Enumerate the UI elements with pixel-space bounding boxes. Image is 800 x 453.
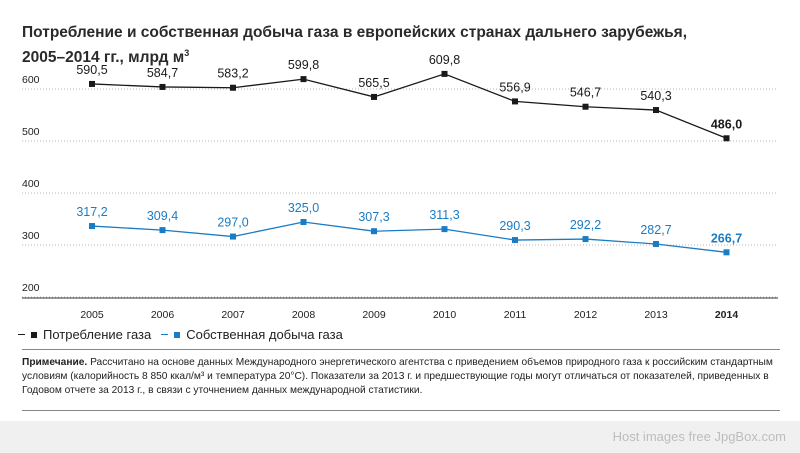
data-label: 583,2 xyxy=(217,67,248,81)
x-tick-label: 2007 xyxy=(221,309,245,321)
data-point xyxy=(653,240,659,247)
divider-bottom xyxy=(22,410,780,411)
footer-text: Host images free JpgBox.com xyxy=(612,429,786,444)
footnote-label: Примечание. xyxy=(22,357,88,368)
data-label: 486,0 xyxy=(711,117,742,131)
data-point xyxy=(582,103,589,110)
data-label: 290,3 xyxy=(499,219,530,233)
data-label: 546,7 xyxy=(570,86,601,100)
data-point xyxy=(723,249,730,256)
data-label: 307,3 xyxy=(358,210,389,224)
data-point xyxy=(159,83,166,90)
data-label: 584,7 xyxy=(147,66,178,80)
data-label: 540,3 xyxy=(640,89,671,103)
data-label: 599,8 xyxy=(288,58,319,72)
data-point xyxy=(371,93,377,100)
legend-dash-production xyxy=(161,333,169,336)
data-point xyxy=(159,227,166,234)
legend: Потребление газа Собственная добыча газа xyxy=(18,327,343,342)
data-point xyxy=(653,107,659,114)
legend-dash-consumption xyxy=(18,333,25,336)
legend-label-consumption: Потребление газа xyxy=(43,327,152,342)
legend-marker-production xyxy=(174,331,181,338)
series-line-1 xyxy=(91,221,727,253)
data-label: 565,5 xyxy=(358,76,389,90)
legend-marker-consumption xyxy=(31,331,37,338)
data-point xyxy=(512,237,518,244)
data-label: 311,3 xyxy=(429,208,459,222)
y-tick-label: 300 xyxy=(22,230,40,242)
data-point xyxy=(582,236,589,243)
data-point xyxy=(441,226,448,233)
x-tick-label: 2005 xyxy=(80,309,104,321)
x-tick-label: 2012 xyxy=(574,309,598,321)
data-point xyxy=(89,223,95,230)
data-point xyxy=(300,219,307,225)
title-line-2: 2005–2014 гг., млрд м xyxy=(22,49,185,67)
y-tick-label: 600 xyxy=(22,74,40,86)
line-chart: 600 500 400 300 200 2005 2006 2007 2008 2009 2010 2… xyxy=(22,53,778,321)
x-tick-label: 2006 xyxy=(151,309,175,321)
host-footer: Host images free JpgBox.com xyxy=(0,421,800,453)
x-tick-label: 2011 xyxy=(504,309,527,321)
data-label: 282,7 xyxy=(640,223,671,237)
footnote-text: Рассчитано на основе данных Международно… xyxy=(22,357,773,396)
data-point xyxy=(512,98,518,105)
data-label: 609,8 xyxy=(429,53,460,67)
x-tick-label: 2014 xyxy=(715,309,739,321)
data-label: 317,2 xyxy=(76,205,107,219)
data-point xyxy=(371,228,377,235)
x-tick-label: 2010 xyxy=(433,309,457,321)
data-point xyxy=(300,76,307,83)
title-line-1: Потребление и собственная добыча газа в … xyxy=(22,24,688,41)
x-tick-label: 2009 xyxy=(362,309,386,321)
data-label: 325,0 xyxy=(288,201,319,215)
data-point xyxy=(723,135,730,142)
data-label: 297,0 xyxy=(217,216,248,230)
y-tick-label: 500 xyxy=(22,126,40,138)
chart-title: Потребление и собственная добыча газа в … xyxy=(22,22,762,68)
series-line-0 xyxy=(91,73,727,139)
title-superscript: 3 xyxy=(184,48,190,58)
data-label: 292,2 xyxy=(570,218,601,232)
divider-top xyxy=(22,349,780,350)
data-point xyxy=(230,233,236,240)
data-point xyxy=(89,80,95,87)
y-tick-label: 400 xyxy=(22,178,40,190)
data-point xyxy=(230,84,236,91)
footnote: Примечание. Рассчитано на основе данных … xyxy=(22,356,782,398)
data-label: 266,7 xyxy=(711,231,742,245)
x-tick-label: 2013 xyxy=(644,309,668,321)
data-label: 590,5 xyxy=(76,63,107,77)
data-label: 309,4 xyxy=(147,209,178,223)
legend-label-production: Собственная добыча газа xyxy=(186,327,343,342)
data-point xyxy=(441,70,448,77)
x-tick-label: 2008 xyxy=(292,309,316,321)
y-tick-label: 200 xyxy=(22,282,40,294)
data-label: 556,9 xyxy=(499,80,530,94)
